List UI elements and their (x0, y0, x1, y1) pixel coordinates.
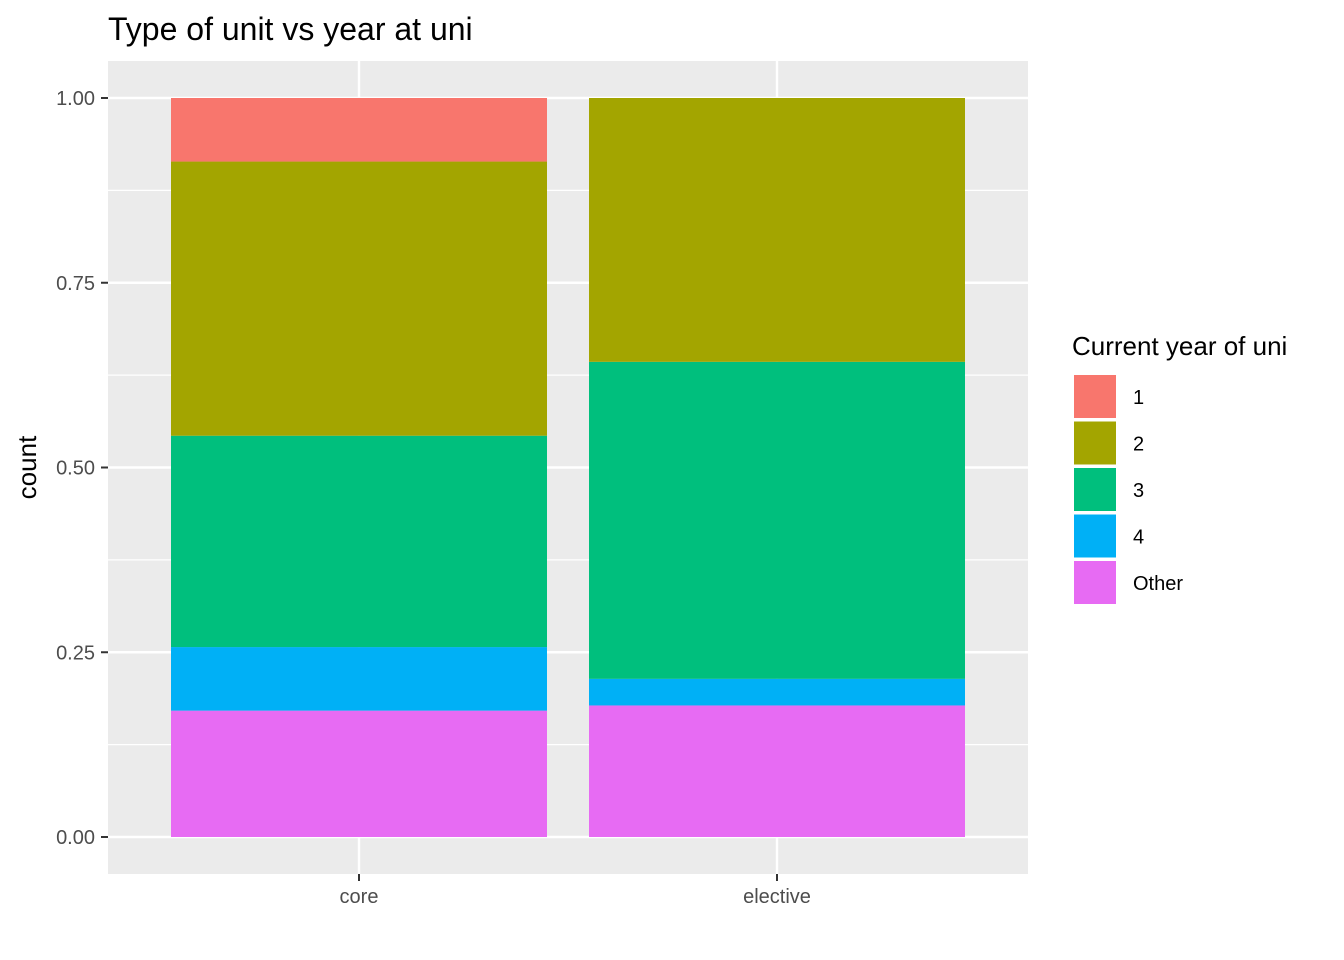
legend-key-2 (1074, 421, 1116, 465)
legend-key-4 (1074, 514, 1116, 558)
y-tick-label: 0.75 (56, 273, 95, 295)
bar-segment-elective-3 (589, 361, 965, 679)
legend-label-4: 4 (1133, 527, 1144, 549)
y-tick-label: 0.50 (56, 458, 95, 480)
legend-label-3: 3 (1133, 480, 1144, 502)
bar-segment-core-other (171, 710, 547, 837)
x-tick-label: elective (743, 886, 811, 908)
y-axis: 0.00 0.25 0.50 0.75 1.00 (56, 88, 108, 849)
legend-key-1 (1074, 375, 1116, 418)
y-tick-label: 1.00 (56, 88, 95, 110)
legend-title: Current year of uni (1072, 331, 1287, 361)
legend-key-3 (1074, 468, 1116, 511)
bar-segment-elective-other (589, 705, 965, 837)
bar-segment-core-1 (171, 98, 547, 162)
x-axis: core elective (340, 874, 811, 908)
legend-label-other: Other (1133, 573, 1183, 595)
legend-label-2: 2 (1133, 434, 1144, 456)
legend: Current year of uni 1 2 3 4 Other (1072, 331, 1287, 604)
bar-segment-elective-4 (589, 678, 965, 706)
y-tick-label: 0.25 (56, 642, 95, 664)
legend-key-other (1074, 561, 1116, 604)
legend-label-1: 1 (1133, 387, 1144, 409)
bar-segment-core-4 (171, 647, 547, 711)
y-tick-label: 0.00 (56, 827, 95, 849)
bar-segment-elective-2 (589, 98, 965, 362)
bar-segment-core-2 (171, 161, 547, 436)
bar-segment-core-3 (171, 435, 547, 648)
y-axis-title: count (12, 435, 42, 499)
bar-stacks (171, 98, 965, 837)
x-tick-label: core (340, 886, 379, 908)
chart-title: Type of unit vs year at uni (108, 11, 473, 47)
